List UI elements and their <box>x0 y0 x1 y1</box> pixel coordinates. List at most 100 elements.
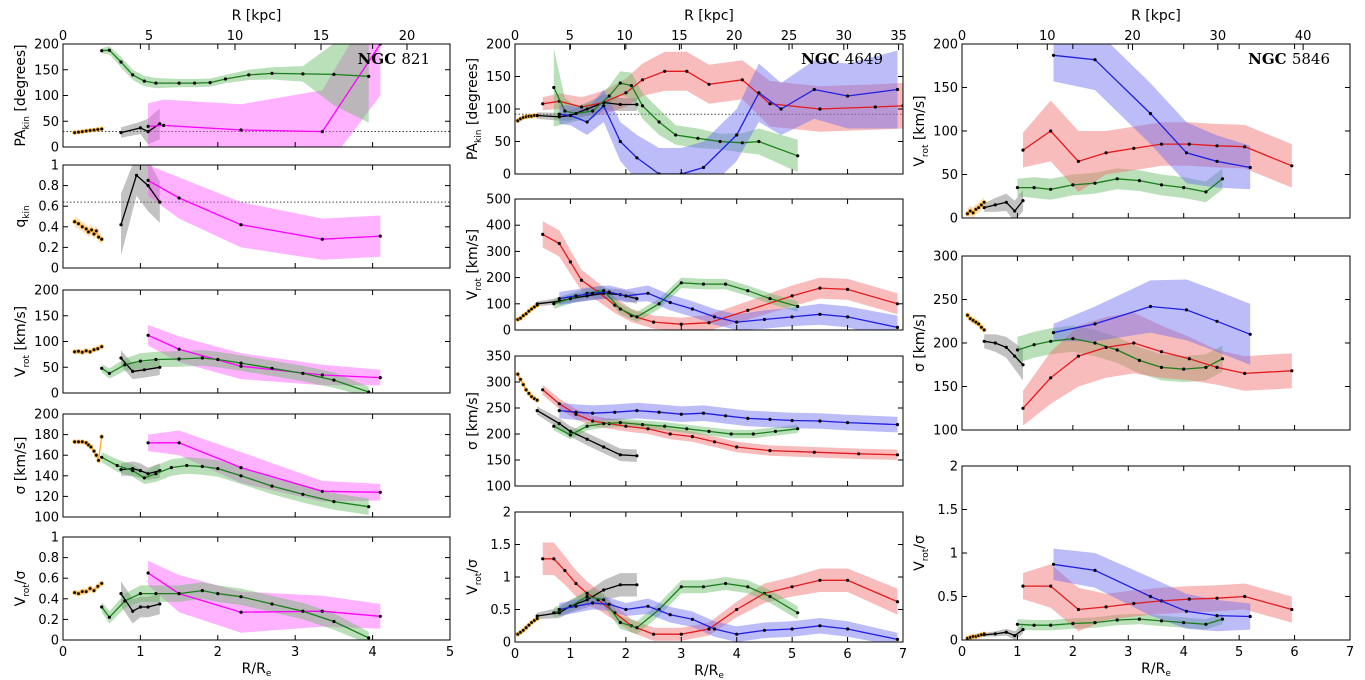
data-point <box>976 321 981 327</box>
data-point <box>895 87 900 92</box>
data-point <box>895 325 900 329</box>
x-axis-label: R/Re <box>694 663 724 680</box>
kpc-tick-label: 10 <box>616 29 633 44</box>
data-point <box>367 390 371 393</box>
data-point <box>91 347 97 352</box>
data-point <box>574 581 578 586</box>
data-point <box>247 73 251 77</box>
y-tick-label: 120 <box>34 490 59 505</box>
data-point <box>216 592 220 596</box>
data-point <box>618 421 622 425</box>
data-point <box>1182 186 1186 190</box>
data-point <box>724 282 728 286</box>
y-tick-label: 0 <box>503 168 511 183</box>
data-point <box>707 429 711 433</box>
data-point <box>1021 199 1025 203</box>
y-axis-label: σ [km/s] <box>13 436 29 494</box>
data-point <box>679 322 683 326</box>
kpc-tick-label: 25 <box>781 29 798 44</box>
y-tick-label: 350 <box>486 350 511 365</box>
data-point <box>1243 371 1247 375</box>
data-point <box>239 466 243 470</box>
y-tick-label: 0 <box>51 141 59 156</box>
data-point <box>177 347 181 351</box>
data-point <box>1104 345 1108 349</box>
plot-area <box>63 165 450 260</box>
data-point <box>696 136 700 140</box>
data-point <box>1093 341 1097 345</box>
data-point <box>1076 607 1080 612</box>
data-point <box>320 130 324 134</box>
data-point <box>718 139 722 144</box>
data-point <box>142 368 146 372</box>
data-point <box>557 402 561 406</box>
panel-1-2: 100 150 200 250 300 350 σ [km/s] <box>465 350 904 495</box>
data-point <box>790 585 794 589</box>
data-point <box>818 107 822 111</box>
galaxy-name: NGC 5846 <box>1248 50 1330 68</box>
data-point <box>818 312 822 316</box>
data-point <box>367 636 371 640</box>
error-band-black <box>537 406 637 463</box>
data-point <box>367 505 371 509</box>
data-point <box>72 349 77 354</box>
data-point <box>579 278 584 282</box>
data-point <box>119 131 123 135</box>
data-point <box>154 81 158 85</box>
y-tick-label: 100 <box>486 297 511 312</box>
data-point <box>773 429 778 433</box>
data-point <box>523 311 529 316</box>
error-band-magenta <box>148 44 381 147</box>
data-point <box>169 466 173 470</box>
data-point <box>993 203 997 207</box>
data-point <box>535 113 539 118</box>
data-point <box>200 589 204 593</box>
data-point <box>1132 341 1136 345</box>
data-point <box>635 583 639 587</box>
x-tick-label: 1 <box>1013 645 1021 660</box>
data-point <box>146 178 150 182</box>
error-band-black <box>121 350 160 380</box>
kpc-tick-label: 10 <box>227 29 244 44</box>
data-point <box>982 633 986 637</box>
data-point <box>270 366 274 370</box>
y-axis-label: PAkin [degrees] <box>13 44 32 146</box>
plot-area <box>515 221 900 330</box>
plot-area <box>965 44 1294 218</box>
data-point <box>76 221 81 226</box>
data-point <box>1215 144 1219 148</box>
y-tick-label: 50 <box>42 115 59 130</box>
data-point <box>635 297 639 301</box>
data-point <box>1013 354 1017 358</box>
data-point <box>591 419 595 423</box>
data-point <box>1215 365 1219 369</box>
data-point <box>72 590 77 595</box>
data-point <box>563 109 567 113</box>
y-tick-label: 0.2 <box>38 241 59 256</box>
data-point <box>96 458 101 463</box>
data-point <box>618 102 622 107</box>
data-point <box>895 453 900 457</box>
data-point <box>89 227 94 233</box>
y-tick-label: 400 <box>486 219 511 234</box>
data-point <box>154 592 158 596</box>
plot-area <box>515 542 900 642</box>
data-point <box>663 424 667 428</box>
data-point <box>746 416 750 420</box>
data-point <box>657 302 661 306</box>
data-point <box>535 409 539 413</box>
data-point <box>521 628 526 633</box>
data-point <box>301 371 305 375</box>
error-band-green <box>1017 168 1223 203</box>
data-point <box>635 156 639 160</box>
data-point <box>1215 159 1219 163</box>
data-point <box>523 387 529 392</box>
data-point <box>107 615 111 619</box>
data-point <box>796 154 800 158</box>
data-point <box>80 350 85 355</box>
x-tick-label: 7 <box>1346 645 1354 660</box>
error-band-blue <box>559 402 898 433</box>
top-axis-label: R [kpc] <box>684 8 734 24</box>
data-point <box>1159 183 1164 187</box>
